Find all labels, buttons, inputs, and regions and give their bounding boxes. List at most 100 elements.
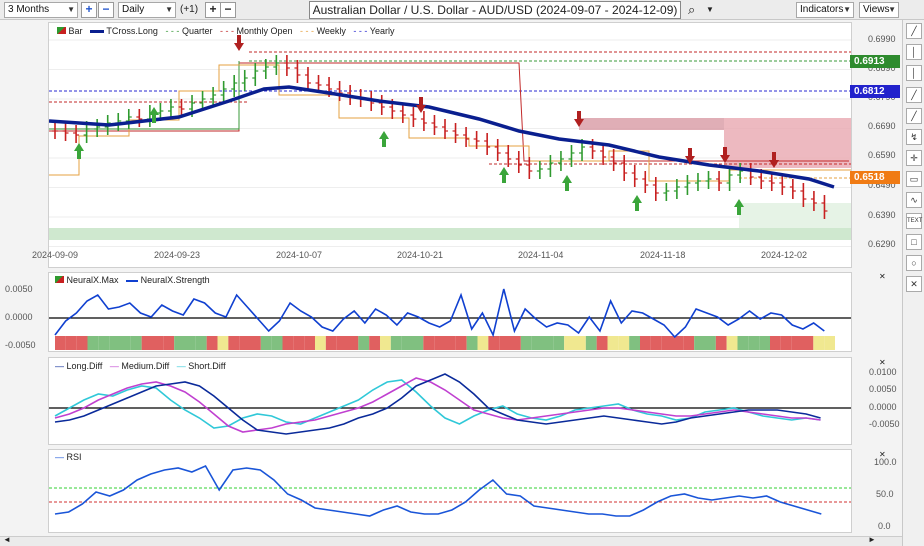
rsi-tick: 0.0	[878, 521, 891, 531]
legend-neural-strength: NeuralX.Strength	[140, 275, 210, 285]
monthly-swatch-icon: - - -	[219, 26, 234, 36]
close-icon[interactable]: ✕	[879, 450, 886, 459]
neural-max-swatch-icon	[55, 276, 64, 283]
neural-max-bar	[325, 336, 337, 350]
legend-weekly: Weekly	[316, 26, 346, 36]
vertical-line-icon[interactable]: │	[906, 44, 922, 60]
zoom-in-button[interactable]: +	[81, 2, 97, 18]
neural-max-bar	[477, 336, 489, 350]
resistance-zone	[579, 118, 724, 130]
date-tick: 2024-12-02	[761, 250, 808, 260]
neural-max-bar	[369, 336, 380, 350]
close-icon[interactable]: ✕	[879, 272, 886, 281]
neural-strength-line	[54, 288, 825, 339]
chevron-down-icon: ▼	[165, 5, 173, 14]
offset-label: (+1)	[180, 4, 199, 15]
chevron-down-icon[interactable]: ▼	[706, 5, 714, 14]
quarter-price-badge: 0.6913	[850, 55, 900, 68]
date-tick: 2024-11-04	[518, 250, 564, 260]
neural-max-bar	[661, 336, 673, 350]
neural-max-bar	[455, 336, 467, 350]
neural-max-bar	[141, 336, 153, 350]
buy-arrow-icon	[74, 143, 84, 159]
legend-bar: Bar	[68, 26, 83, 36]
neural-max-bar	[683, 336, 695, 350]
views-button[interactable]: Views ▼	[859, 2, 899, 18]
zoom-out-button[interactable]: −	[98, 2, 114, 18]
neural-max-bar	[780, 336, 792, 350]
trend-line-icon[interactable]: ╱	[906, 23, 922, 39]
neural-max-bar	[293, 336, 305, 350]
indicators-button[interactable]: Indicators ▼	[796, 2, 854, 18]
neural-max-bar	[271, 336, 283, 350]
period-value: 3 Months	[8, 4, 50, 15]
long-diff-swatch-icon: —	[55, 361, 64, 371]
neural-max-bar	[130, 336, 142, 350]
diff-chart	[49, 373, 851, 435]
neural-max-bar	[694, 336, 705, 350]
yearly-swatch-icon: - - -	[353, 26, 368, 36]
neural-max-bar	[260, 336, 272, 350]
price-pane[interactable]: Bar TCross.Long - - - Quarter - - - Mont…	[48, 22, 852, 268]
neural-pane[interactable]: NeuralX.Max NeuralX.Strength	[48, 272, 852, 352]
drawing-tools-sidebar: ╱ │ │ ╱ ╱ ↯ ✛ ▭ ∿ TEXT □ ○ ✕	[902, 20, 924, 546]
cross-icon[interactable]: ✛	[906, 150, 922, 166]
sell-arrow-icon	[234, 35, 244, 51]
rsi-tick: 50.0	[876, 489, 894, 499]
wave-icon[interactable]: ∿	[906, 192, 922, 208]
text-icon[interactable]: TEXT	[906, 213, 922, 229]
trend-line-icon[interactable]: ╱	[906, 108, 922, 124]
tcross-long-line	[49, 85, 835, 189]
neural-max-bar	[488, 336, 500, 350]
trend-line-icon[interactable]: ╱	[906, 87, 922, 103]
horizontal-scrollbar[interactable]: ◄ ►	[0, 535, 902, 546]
neural-max-bar	[770, 336, 781, 350]
diff-tick: 0.0100	[869, 367, 897, 377]
sell-arrow-icon	[574, 111, 584, 127]
remove-bar-button[interactable]: −	[220, 2, 236, 18]
rsi-legend: — RSI	[55, 452, 82, 462]
sell-arrow-icon	[720, 147, 730, 163]
scroll-left-icon[interactable]: ◄	[3, 535, 11, 544]
add-bar-button[interactable]: +	[205, 2, 221, 18]
neural-max-bar	[282, 336, 294, 350]
price-tick: 0.6890	[868, 63, 896, 73]
quarter-swatch-icon: - - -	[165, 26, 180, 36]
resistance-zone	[724, 118, 851, 168]
medium-diff-swatch-icon: —	[109, 361, 119, 371]
neural-tick: 0.0000	[5, 312, 33, 322]
neural-max-bar	[824, 336, 835, 350]
legend-medium-diff: Medium.Diff	[121, 361, 170, 371]
close-icon[interactable]: ✕	[906, 276, 922, 292]
comment-icon[interactable]: ▭	[906, 171, 922, 187]
period-select[interactable]: 3 Months ▼	[4, 2, 78, 18]
chevron-down-icon: ▼	[888, 5, 896, 14]
measure-icon[interactable]: ↯	[906, 129, 922, 145]
rsi-swatch-icon: —	[55, 452, 64, 462]
date-tick: 2024-09-23	[154, 250, 201, 260]
scroll-right-icon[interactable]: ►	[868, 535, 876, 544]
interval-select[interactable]: Daily ▼	[118, 2, 176, 18]
neural-max-bar	[737, 336, 749, 350]
neural-max-bar	[813, 336, 825, 350]
neural-max-bar	[553, 336, 565, 350]
long-diff-line	[54, 373, 821, 435]
date-tick: 2024-10-07	[276, 250, 323, 260]
support-zone	[49, 228, 851, 240]
buy-arrow-icon	[149, 107, 159, 123]
support-zone	[739, 203, 851, 228]
sell-arrow-icon	[416, 97, 426, 113]
price-chart	[49, 35, 851, 247]
rectangle-icon[interactable]: □	[906, 234, 922, 250]
neural-max-bar	[315, 336, 326, 350]
close-icon[interactable]: ✕	[879, 358, 886, 367]
bar-swatch-icon	[57, 27, 66, 34]
vertical-line-icon[interactable]: │	[906, 65, 922, 81]
rsi-chart	[49, 464, 851, 517]
diff-pane[interactable]: — Long.Diff — Medium.Diff — Short.Diff	[48, 357, 852, 445]
circle-icon[interactable]: ○	[906, 255, 922, 271]
yearly-price-badge: 0.6812	[850, 85, 900, 98]
search-icon[interactable]: ⌕	[688, 2, 696, 17]
rsi-pane[interactable]: — RSI	[48, 449, 852, 533]
legend-short-diff: Short.Diff	[188, 361, 226, 371]
